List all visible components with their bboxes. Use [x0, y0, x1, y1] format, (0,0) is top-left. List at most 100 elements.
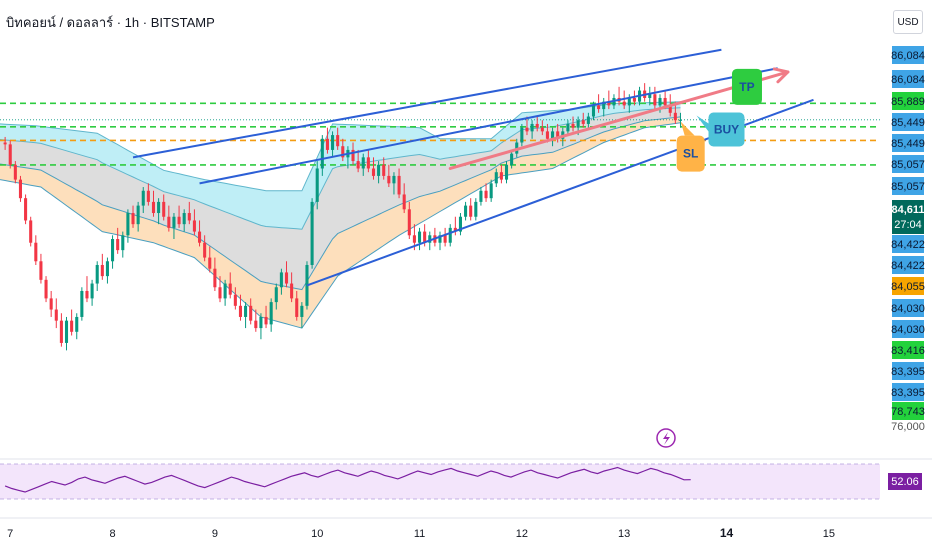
candle-body	[295, 298, 299, 317]
candle-body	[551, 131, 555, 139]
time-tick-label: 10	[311, 528, 323, 540]
candle-body	[540, 127, 544, 132]
price-axis[interactable]: 86,084 86,084 85,889 85,449 85,449 85,057 85,0…	[880, 40, 932, 458]
candle-body	[371, 168, 376, 176]
candle-body	[3, 142, 7, 145]
price-label: 86,084	[891, 74, 925, 86]
annotation-box[interactable]	[708, 112, 745, 147]
candle-body	[356, 161, 360, 169]
rsi-band	[0, 464, 880, 499]
candle-body	[648, 94, 652, 98]
price-label-box	[892, 362, 924, 380]
candle-body	[208, 257, 212, 269]
candle-body	[351, 149, 355, 162]
channel-line-1[interactable]	[132, 48, 722, 159]
annotation-buy[interactable]: BUY	[696, 112, 745, 147]
price-label: 85,057	[891, 181, 925, 193]
candle-body	[218, 287, 222, 299]
candle-body	[653, 94, 657, 106]
target-arrow[interactable]	[448, 67, 790, 170]
price-label-box	[892, 155, 924, 173]
price-label-box	[892, 134, 924, 152]
candle-body	[678, 119, 682, 121]
currency-button[interactable]: USD	[893, 10, 923, 34]
candle-body	[581, 120, 585, 124]
candle-body	[448, 227, 452, 243]
candle-body	[75, 316, 79, 332]
candle-body	[377, 164, 381, 176]
price-label-box	[892, 177, 924, 195]
candle-body	[576, 120, 580, 128]
price-label-box	[892, 320, 924, 338]
candle-body	[341, 146, 345, 158]
candle-body	[131, 213, 135, 225]
annotation-box[interactable]	[676, 135, 705, 172]
candle-body	[8, 144, 12, 165]
price-label-box	[892, 92, 924, 110]
rsi-line	[4, 466, 691, 493]
candle-body	[126, 213, 130, 236]
candle-body	[228, 283, 232, 295]
annotation-box[interactable]	[731, 68, 762, 105]
cloud-edge-line	[0, 116, 681, 291]
time-axis[interactable]: 7 8 9 10 11 12 13 14 15	[0, 517, 932, 540]
candle-body	[331, 135, 335, 150]
candle-body	[13, 164, 17, 180]
time-tick-label: 9	[212, 528, 218, 540]
annotation-label: BUY	[714, 123, 739, 137]
candle-body	[489, 183, 493, 199]
candle-body	[412, 235, 416, 243]
countdown-label: 27:04	[894, 219, 922, 231]
candle-body	[499, 172, 503, 180]
candle-body	[366, 157, 370, 169]
time-tick-label: 12	[516, 528, 528, 540]
candle-body	[535, 123, 539, 128]
annotation-pointer	[696, 115, 709, 132]
rsi-value-label: 52.06	[891, 476, 919, 488]
time-tick-label: 13	[618, 528, 630, 540]
candle-body	[213, 268, 217, 288]
candle-body	[198, 231, 202, 243]
arrow-shaft[interactable]	[448, 70, 790, 170]
price-label: 83,395	[891, 387, 925, 399]
candle-body	[116, 239, 120, 251]
candle-body	[167, 216, 171, 228]
candle-body	[34, 242, 38, 262]
candle-body	[484, 190, 488, 199]
candle-body	[418, 231, 422, 243]
candle-body	[668, 105, 672, 113]
candle-body	[29, 220, 33, 243]
rsi-value-box	[888, 473, 922, 490]
candle-body	[443, 235, 447, 243]
price-label: 86,084	[891, 50, 925, 62]
candle-body	[545, 131, 549, 139]
candle-body	[64, 320, 69, 343]
candle-body	[187, 213, 191, 221]
alert-icon[interactable]	[656, 428, 676, 448]
annotation-sl[interactable]: SL	[676, 121, 705, 172]
candle-body	[90, 283, 94, 299]
annotation-label: TP	[739, 80, 754, 94]
candle-body	[100, 264, 104, 277]
channel-line-2[interactable]	[199, 67, 778, 185]
price-label-box	[892, 235, 924, 253]
candle-body	[157, 201, 161, 214]
trade-annotations[interactable]: TP BUY SL	[676, 68, 762, 172]
candle-body	[627, 97, 631, 106]
arrow-head[interactable]	[772, 67, 790, 84]
price-label: 84,055	[891, 281, 925, 293]
candle-body	[607, 101, 611, 106]
candle-body	[284, 272, 289, 284]
candle-body	[597, 105, 601, 110]
candle-body	[556, 131, 560, 139]
candle-body	[39, 261, 43, 280]
candle-body	[510, 153, 514, 165]
candle-body	[453, 227, 457, 232]
candle-body	[438, 235, 442, 243]
annotation-tp[interactable]: TP	[731, 68, 762, 105]
lightning-icon	[663, 432, 670, 445]
candle-body	[244, 305, 248, 317]
candle-body	[259, 316, 263, 329]
candle-body	[382, 164, 386, 176]
